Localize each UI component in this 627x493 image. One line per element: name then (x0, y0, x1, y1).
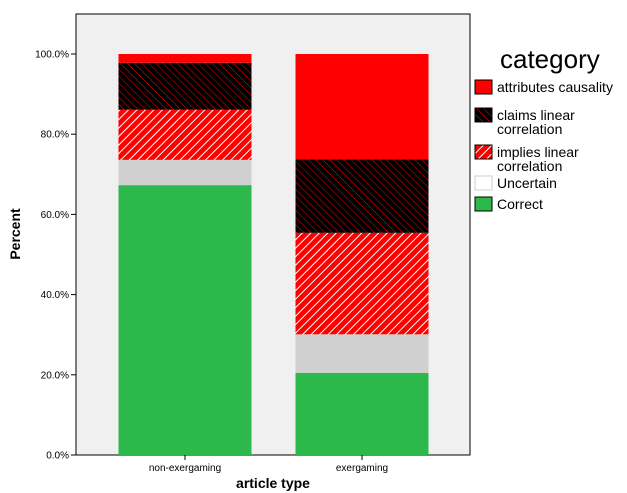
y-tick-label: 0.0% (46, 451, 69, 462)
legend-label: Correct (497, 196, 543, 212)
bar-segment-claims-linear-correlation-exergaming (295, 159, 429, 233)
y-tick-label: 40.0% (41, 290, 69, 301)
legend-label: correlation (497, 158, 562, 174)
legend-swatch-implies-linear-correlation (474, 144, 493, 160)
bar-segment-uncertain-exergaming (295, 334, 429, 373)
legend-label: correlation (497, 121, 562, 137)
bar-segment-implies-linear-correlation-exergaming (295, 232, 429, 335)
legend-label: attributes causality (497, 79, 613, 95)
y-tick-label: 20.0% (41, 370, 69, 381)
bar-segment-attributes-causality-exergaming (295, 54, 429, 160)
y-axis: 0.0% 20.0% 40.0% 60.0% 80.0% 100.0% (35, 50, 76, 462)
y-tick-label: 100.0% (35, 50, 69, 61)
bar-segment-correct-exergaming (295, 372, 429, 455)
bar-segment-correct-non-exergaming (118, 185, 252, 455)
legend-swatch-uncertain (474, 175, 493, 191)
x-tick-label: exergaming (336, 463, 388, 474)
bar-segment-claims-linear-correlation-non-exergaming (118, 62, 252, 110)
x-axis-title: article type (236, 475, 310, 491)
x-tick-label: non-exergaming (149, 463, 221, 474)
y-tick-label: 80.0% (41, 130, 69, 141)
bars-group (118, 54, 429, 455)
legend-swatch-attributes-causality (474, 79, 493, 95)
legend-label: implies linear (497, 144, 579, 160)
bar-segment-uncertain-non-exergaming (118, 159, 252, 186)
legend-label: Uncertain (497, 175, 557, 191)
legend-title: category (500, 44, 600, 74)
x-axis: non-exergaming exergaming (149, 455, 388, 474)
legend-swatch-correct (474, 196, 493, 212)
y-axis-title: Percent (7, 208, 23, 260)
legend-label: claims linear (497, 107, 575, 123)
bar-segment-attributes-causality-non-exergaming (118, 54, 252, 63)
legend: category attributes causality claims line… (474, 44, 613, 212)
legend-swatch-claims-linear-correlation (474, 107, 493, 123)
bar-segment-implies-linear-correlation-non-exergaming (118, 109, 252, 160)
y-tick-label: 60.0% (41, 210, 69, 221)
